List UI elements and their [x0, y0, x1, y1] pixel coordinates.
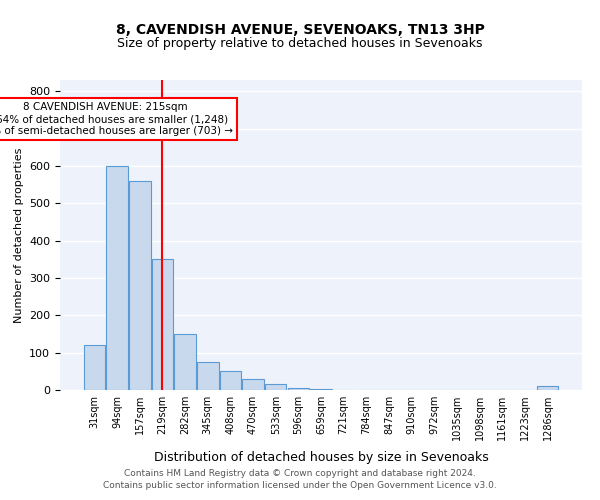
X-axis label: Distribution of detached houses by size in Sevenoaks: Distribution of detached houses by size …: [154, 452, 488, 464]
Bar: [197, 362, 218, 390]
Bar: [152, 260, 173, 390]
Text: 8, CAVENDISH AVENUE, SEVENOAKS, TN13 3HP: 8, CAVENDISH AVENUE, SEVENOAKS, TN13 3HP: [116, 22, 484, 36]
Text: Contains HM Land Registry data © Crown copyright and database right 2024.
Contai: Contains HM Land Registry data © Crown c…: [103, 468, 497, 490]
Bar: [265, 384, 286, 390]
Bar: [175, 334, 196, 390]
Bar: [84, 345, 105, 390]
Bar: [220, 372, 241, 390]
Bar: [287, 388, 309, 390]
Bar: [129, 181, 151, 390]
Text: Size of property relative to detached houses in Sevenoaks: Size of property relative to detached ho…: [117, 38, 483, 51]
Bar: [106, 166, 128, 390]
Y-axis label: Number of detached properties: Number of detached properties: [14, 148, 23, 322]
Bar: [242, 379, 264, 390]
Text: 8 CAVENDISH AVENUE: 215sqm
← 64% of detached houses are smaller (1,248)
36% of s: 8 CAVENDISH AVENUE: 215sqm ← 64% of deta…: [0, 102, 233, 136]
Bar: [537, 386, 558, 390]
